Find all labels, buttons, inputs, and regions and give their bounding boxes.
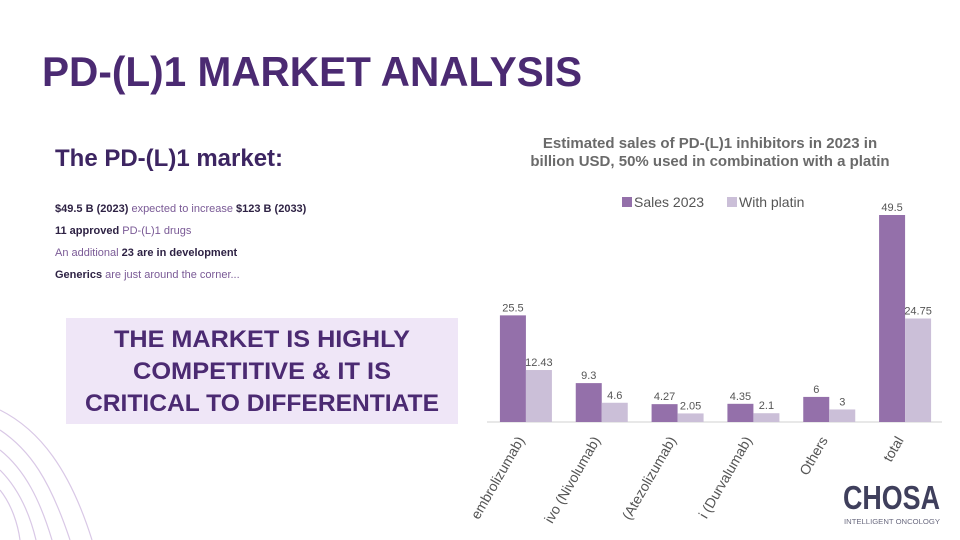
value-label: 9.3 (581, 370, 596, 382)
bullet-run: 11 approved (55, 225, 119, 237)
bar (677, 413, 704, 422)
callout-line: THE MARKET IS HIGHLY (114, 326, 410, 353)
logo-name: CHOSA (843, 479, 940, 516)
bar (575, 383, 602, 422)
bar (879, 215, 906, 422)
bar (499, 315, 526, 422)
chart-title: billion USD, 50% used in combination wit… (530, 153, 889, 170)
bullet-run: PD-(L)1 drugs (119, 225, 192, 237)
value-label: 4.27 (654, 391, 675, 403)
bar (601, 402, 628, 422)
value-label: 4.6 (607, 390, 622, 402)
bar (727, 403, 754, 422)
bullet-run: $123 B (2033) (236, 203, 307, 215)
bullet-run: 23 are in development (122, 247, 238, 259)
x-tick-label: total (880, 434, 907, 465)
chart: Estimated sales of PD-(L)1 inhibitors in… (467, 135, 942, 526)
callout-box (66, 318, 458, 424)
bullet-run: expected to increase (128, 203, 236, 215)
legend-label: With platin (739, 194, 804, 210)
bullet: An additional 23 are in development (55, 247, 238, 259)
callout-line: COMPETITIVE & IT IS (133, 358, 391, 385)
value-label: 4.35 (730, 391, 751, 403)
callout: THE MARKET IS HIGHLY COMPETITIVE & IT IS C… (85, 326, 439, 417)
x-tick-label: ivo (Nivolumab) (541, 434, 603, 526)
x-tick-label: embrolizumab) (467, 434, 527, 522)
bullet-run: are just around the corner... (102, 269, 240, 281)
value-label: 2.05 (680, 400, 701, 412)
value-label: 2.1 (759, 400, 774, 412)
legend-swatch (622, 197, 632, 207)
bar (829, 409, 856, 422)
legend-label: Sales 2023 (634, 194, 704, 210)
slide-subtitle: The PD-(L)1 market: (55, 145, 283, 172)
bar (905, 318, 932, 422)
legend-swatch (727, 197, 737, 207)
bar (753, 413, 780, 422)
x-tick-label: i (Durvalumab) (695, 434, 755, 522)
bar (803, 396, 830, 422)
bullet: Generics are just around the corner... (55, 269, 240, 281)
value-label: 24.75 (904, 306, 932, 318)
bar (525, 370, 552, 422)
value-label: 12.43 (525, 357, 553, 369)
slide-title: PD-(L)1 MARKET ANALYSIS (42, 48, 582, 95)
bar (651, 404, 678, 422)
chart-title: Estimated sales of PD-(L)1 inhibitors in… (543, 135, 877, 152)
bullet: 11 approved PD-(L)1 drugs (55, 225, 192, 237)
x-tick-label: Others (796, 434, 831, 478)
bullet-run: An additional (55, 247, 122, 259)
callout-line: CRITICAL TO DIFFERENTIATE (85, 390, 439, 417)
value-label: 49.5 (881, 202, 902, 214)
value-label: 6 (813, 384, 819, 396)
bullet: $49.5 B (2023) expected to increase $123… (55, 203, 307, 215)
bullet-run: $49.5 B (2023) (55, 203, 129, 215)
logo-tagline: INTELLIGENT ONCOLOGY (844, 519, 940, 526)
value-label: 3 (839, 396, 845, 408)
x-tick-label: (Atezolizumab) (619, 434, 680, 523)
value-label: 25.5 (502, 302, 523, 314)
bullet-run: Generics (55, 269, 102, 281)
bullet-list: $49.5 B (2023) expected to increase $123… (55, 203, 307, 281)
decoration (0, 409, 93, 540)
